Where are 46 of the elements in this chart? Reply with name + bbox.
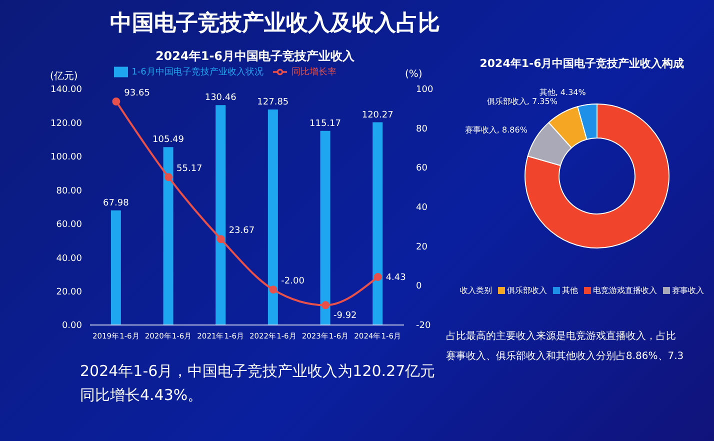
y-tick-label: 20.00 <box>56 287 82 298</box>
y-tick-label: 100.00 <box>50 152 82 163</box>
y2-axis-title: (%) <box>405 69 422 80</box>
y-tick-label: 140.00 <box>50 85 82 96</box>
y2-tick-label: 80 <box>416 124 428 134</box>
chart-subtitle: 2024年1-6月中国电子竞技产业收入 <box>154 48 356 65</box>
data-label: 23.67 <box>228 226 255 236</box>
text: 占比最高的主要收入来源是电竞游戏直播收入，占比 <box>446 330 677 344</box>
y-tick-label: 120.00 <box>50 118 82 129</box>
chart-title: 2024年1-6月中国电子竞技产业收入构成 <box>478 56 686 71</box>
data-label: 120.27 <box>362 110 394 120</box>
legend-label: 电竞游戏直播收入 <box>592 285 657 296</box>
data-label: 130.46 <box>204 93 237 104</box>
y-tick-label: 0.00 <box>62 321 82 332</box>
legend-title: 收入类别 <box>460 285 492 296</box>
legend-label: 1-6月中国电子竞技产业收入状况 <box>132 67 264 78</box>
y2-tick-label: -20 <box>416 321 431 331</box>
text: 赛事收入、俱乐部收入和其他收入分别占8.86%、7.3 <box>446 350 685 364</box>
data-label: 55.17 <box>176 164 202 174</box>
y2-tick-label: 60 <box>416 164 428 174</box>
data-label: 赛事收入, 8.86% <box>464 126 528 135</box>
y2-tick-label: 20 <box>416 242 428 252</box>
chart-title: 中国电子竞技产业收入及收入占比 <box>110 10 441 38</box>
data-label: 93.65 <box>124 88 150 98</box>
legend-label: 俱乐部收入 <box>506 285 547 296</box>
data-label: 127.85 <box>257 97 289 108</box>
y-tick-label: 60.00 <box>56 220 82 230</box>
data-label: 115.17 <box>310 118 342 129</box>
y2-tick-label: 0 <box>416 282 422 292</box>
data-label: 105.49 <box>152 135 184 146</box>
text: 2024年1-6月，中国电子竞技产业收入为120.27亿元 <box>80 362 436 380</box>
y2-tick-label: 40 <box>416 203 428 213</box>
data-label: 67.98 <box>103 198 130 208</box>
legend-label: 同比增长率 <box>291 67 336 78</box>
y-tick-label: 80.00 <box>56 186 82 196</box>
data-label: -2.00 <box>281 276 305 287</box>
text: 同比增长4.43%。 <box>80 385 204 406</box>
y-tick-label: 40.00 <box>56 254 82 264</box>
y2-tick-label: 100 <box>416 85 434 95</box>
legend-label: 赛事收入 <box>671 285 704 296</box>
data-label: 其他, 4.34% <box>539 88 586 97</box>
data-label: -9.92 <box>334 311 357 322</box>
y-axis-title: (亿元) <box>50 70 78 83</box>
legend-label: 其他 <box>561 285 578 296</box>
data-label: 4.43 <box>386 272 406 283</box>
data-label: 俱乐部收入, 7.35% <box>486 97 558 106</box>
